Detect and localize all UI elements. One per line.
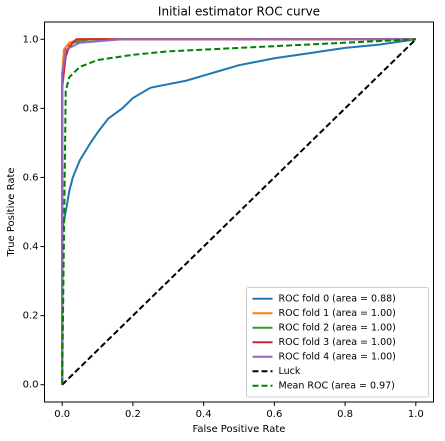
y-tick-label: 0.8: [23, 103, 39, 114]
legend-label: ROC fold 4 (area = 1.00): [279, 351, 396, 362]
roc-line: [61, 38, 417, 386]
x-tick-label: 0.8: [337, 409, 353, 420]
roc-line: [61, 38, 416, 385]
x-tick-label: 0.2: [125, 409, 141, 420]
x-tick-label: 0.0: [54, 409, 70, 420]
chart-title: Initial estimator ROC curve: [158, 5, 320, 19]
legend-box: [246, 287, 429, 398]
y-tick-label: 0.2: [23, 311, 39, 322]
x-tick-label: 1.0: [408, 409, 424, 420]
roc-line: [61, 38, 416, 385]
y-tick-label: 0.6: [23, 172, 39, 183]
legend-label: Luck: [279, 366, 301, 377]
roc-line: [61, 38, 416, 385]
x-tick-label: 0.4: [196, 409, 212, 420]
legend-label: ROC fold 1 (area = 1.00): [279, 308, 396, 319]
y-tick-label: 1.0: [23, 34, 39, 45]
y-tick-label: 0.4: [23, 242, 39, 253]
legend: ROC fold 0 (area = 0.88) ROC fold 1 (area…: [246, 287, 429, 398]
x-tick-label: 0.6: [266, 409, 282, 420]
x-axis-label: False Positive Rate: [193, 424, 286, 435]
legend-label: ROC fold 3 (area = 1.00): [279, 337, 396, 348]
plot-frame: [44, 21, 434, 403]
legend-label: ROC fold 0 (area = 0.88): [279, 293, 396, 304]
legend-label: Mean ROC (area = 0.97): [279, 380, 395, 391]
y-axis-label: True Positive Rate: [6, 167, 17, 257]
legend-label: ROC fold 2 (area = 1.00): [279, 322, 396, 333]
y-tick-label: 0.0: [23, 380, 39, 391]
